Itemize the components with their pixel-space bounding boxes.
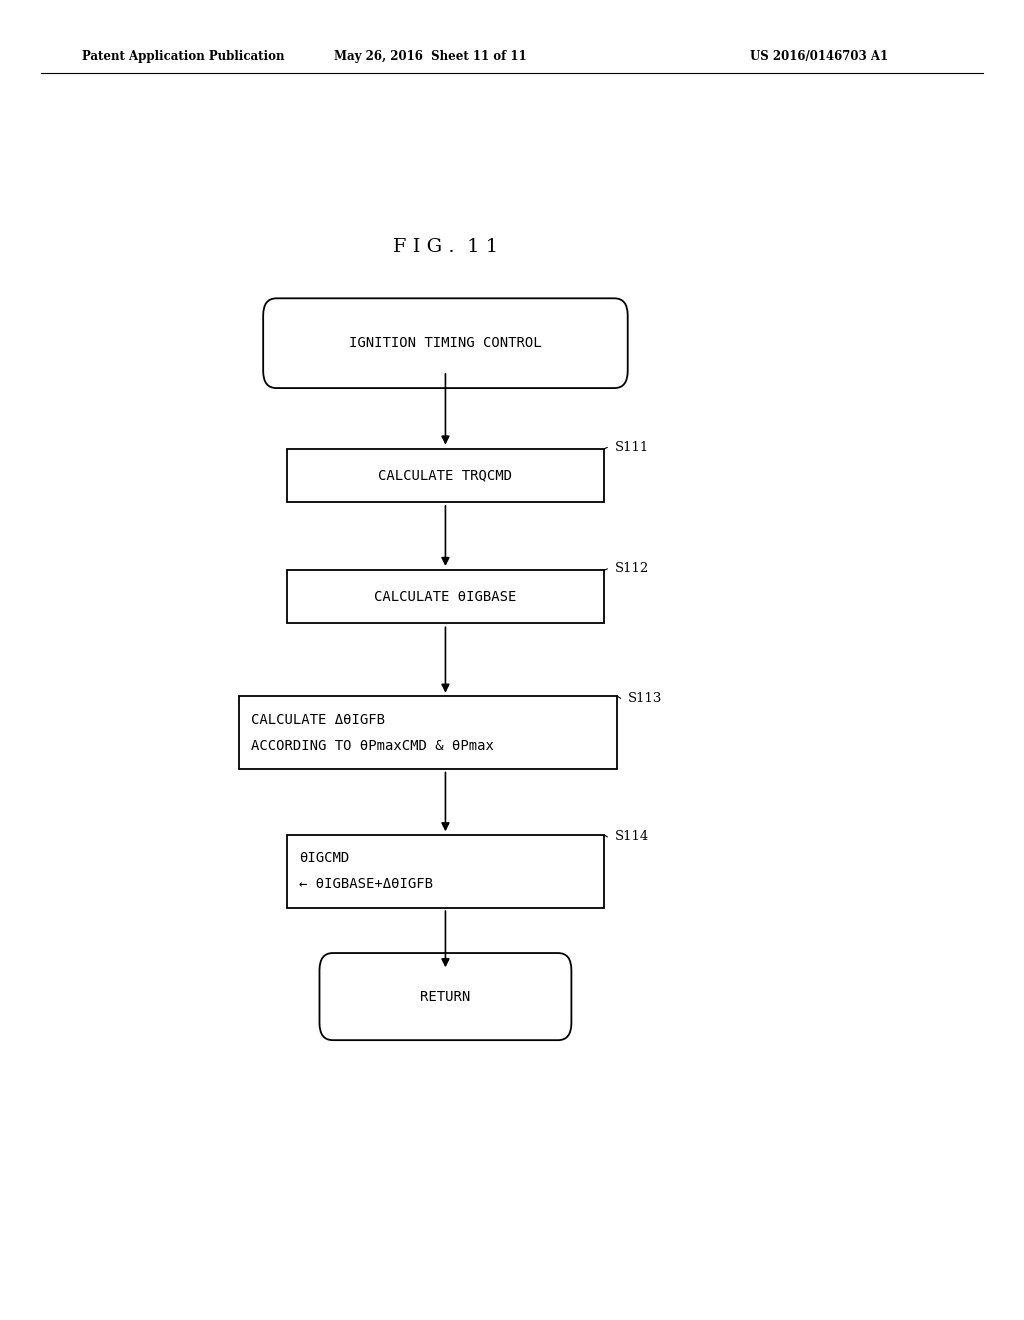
Text: F I G .  1 1: F I G . 1 1 [393,238,498,256]
FancyBboxPatch shape [319,953,571,1040]
Text: ACCORDING TO θPmaxCMD & θPmax: ACCORDING TO θPmaxCMD & θPmax [251,739,494,752]
FancyBboxPatch shape [263,298,628,388]
Text: CALCULATE θIGBASE: CALCULATE θIGBASE [374,590,517,603]
Text: S112: S112 [614,562,648,576]
Text: S111: S111 [614,441,648,454]
Bar [287,449,604,502]
Text: IGNITION TIMING CONTROL: IGNITION TIMING CONTROL [349,337,542,350]
Text: US 2016/0146703 A1: US 2016/0146703 A1 [751,50,888,63]
Text: CALCULATE ΔθIGFB: CALCULATE ΔθIGFB [251,713,385,726]
Bar [287,570,604,623]
Text: S114: S114 [614,830,648,843]
Text: ← θIGBASE+ΔθIGFB: ← θIGBASE+ΔθIGFB [299,878,433,891]
Text: Patent Application Publication: Patent Application Publication [82,50,285,63]
Text: S113: S113 [628,692,663,705]
Text: θIGCMD: θIGCMD [299,851,349,865]
Bar [287,836,604,908]
Bar [239,697,617,768]
Text: RETURN: RETURN [420,990,471,1003]
Text: CALCULATE TRQCMD: CALCULATE TRQCMD [379,469,512,482]
Text: May 26, 2016  Sheet 11 of 11: May 26, 2016 Sheet 11 of 11 [334,50,526,63]
